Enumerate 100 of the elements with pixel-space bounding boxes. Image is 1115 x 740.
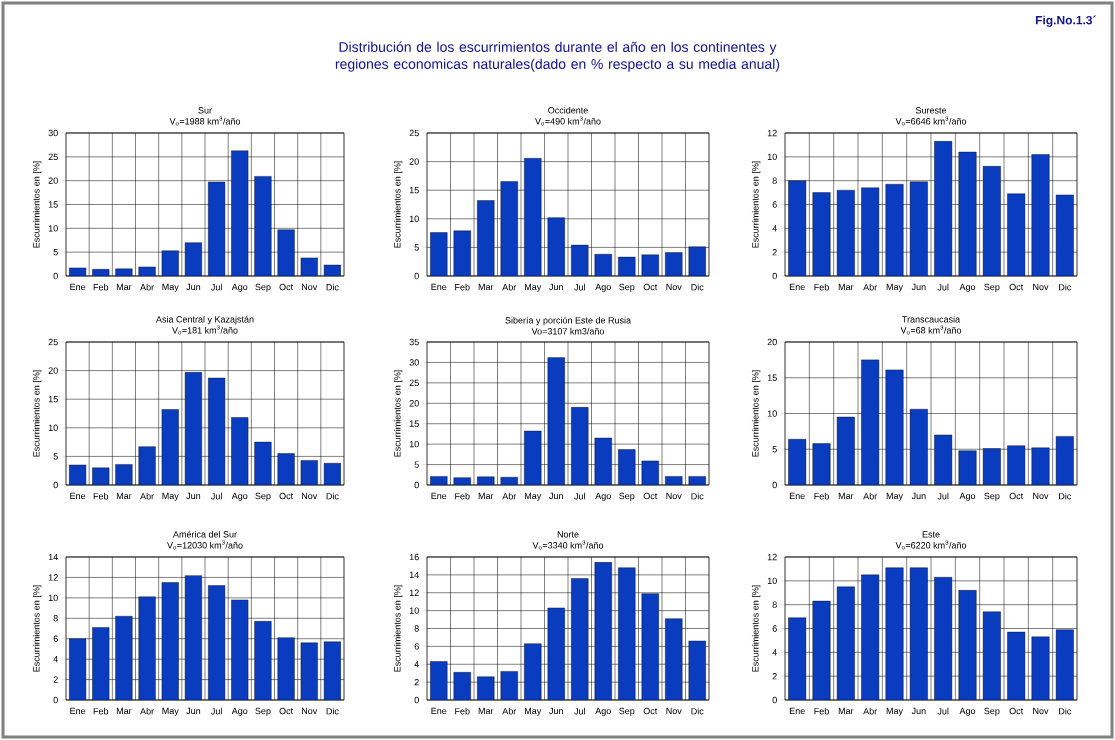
y-tick-label: 0	[53, 272, 58, 280]
x-tick-label: Ago	[959, 707, 976, 716]
x-tick-label: Jun	[186, 283, 201, 291]
x-tick-label: May	[524, 283, 542, 292]
chart-subtitle: V$_{o}$=68 km$^{3}$/año	[900, 325, 962, 335]
y-axis-title: Escurrimientos en [%]	[393, 585, 403, 672]
x-tick-label: Jul	[574, 707, 585, 715]
x-tick-label: Ene	[431, 707, 447, 715]
x-tick-label: Abr	[502, 492, 517, 500]
y-tick-label: 25	[48, 338, 58, 346]
y-tick-label: 8	[414, 625, 419, 632]
y-tick-label: 25	[48, 153, 58, 161]
y-tick-label: 14	[48, 553, 58, 561]
x-tick-label: Nov	[666, 707, 682, 715]
x-tick-label: Dic	[691, 283, 704, 291]
y-tick-label: 0	[53, 481, 58, 489]
x-tick-label: Dic	[326, 283, 339, 291]
y-tick-label: 25	[409, 379, 419, 387]
x-tick-label: Ago	[595, 283, 611, 292]
x-tick-label: Oct	[279, 492, 294, 500]
y-tick-label: 10	[767, 153, 777, 161]
y-axis-title: Escurrimientos en [%]	[32, 161, 42, 248]
bar	[571, 407, 589, 485]
y-tick-label: 20	[409, 400, 419, 407]
x-tick-label: Feb	[93, 492, 109, 500]
x-tick-label: Ago	[231, 283, 248, 292]
x-tick-label: Ene	[431, 492, 447, 500]
x-tick-label: Jun	[911, 283, 926, 291]
x-tick-label: Sep	[984, 283, 1000, 292]
x-tick-label: Sep	[255, 707, 271, 716]
y-tick-label: 10	[48, 594, 58, 602]
x-tick-label: Dic	[326, 492, 339, 500]
chart-subtitle: V$_{o}$=490 km$^{3}$/año	[535, 116, 601, 126]
y-tick-label: 15	[767, 374, 777, 381]
x-tick-label: Ene	[431, 283, 447, 291]
x-tick-label: Abr	[863, 492, 878, 500]
x-tick-label: May	[886, 283, 903, 292]
y-tick-label: 0	[772, 696, 777, 704]
x-tick-label: Ago	[231, 707, 248, 716]
y-tick-label: 20	[48, 367, 58, 374]
x-tick-label: Abr	[140, 707, 154, 715]
x-tick-label: Abr	[140, 283, 154, 291]
x-tick-label: Ago	[959, 492, 976, 501]
y-tick-label: 6	[772, 625, 777, 632]
x-tick-label: Mar	[838, 707, 854, 715]
x-tick-label: Mar	[116, 707, 132, 715]
y-tick-label: 5	[414, 244, 419, 251]
text: Distribución de los escurrimientos durante el año en los continentes y regiones economicas naturales(dado en % respecto a su media anual)	[335, 41, 780, 72]
text: Fig.No.1.3´	[1035, 15, 1096, 27]
chart-title: Sur	[198, 107, 212, 114]
x-tick-label: Oct	[1009, 283, 1024, 291]
x-tick-label: Dic	[1059, 492, 1072, 500]
x-tick-label: Ene	[789, 707, 805, 715]
y-tick-label: 2	[772, 249, 777, 256]
y-tick-label: 15	[409, 187, 419, 194]
bar	[618, 449, 636, 485]
y-tick-label: 12	[767, 129, 777, 137]
x-tick-label: May	[524, 492, 542, 501]
chart-title: Asia Central y Kazajstán	[156, 315, 254, 325]
x-tick-label: Feb	[814, 707, 829, 715]
x-tick-label: Sep	[255, 492, 271, 501]
x-tick-label: Mar	[478, 707, 494, 715]
x-tick-label: Jun	[186, 707, 201, 715]
x-tick-label: Ene	[70, 492, 86, 500]
x-tick-label: Oct	[279, 707, 294, 715]
y-tick-label: 12	[48, 574, 58, 581]
x-tick-label: May	[162, 283, 179, 292]
x-tick-label: Abr	[502, 707, 517, 715]
y-tick-label: 8	[772, 177, 777, 184]
chart-title: Sibería y porción Este de Rusia	[505, 316, 632, 326]
y-tick-label: 20	[48, 177, 58, 184]
chart-title: América del Sur	[173, 530, 237, 538]
y-tick-label: 2	[414, 678, 419, 686]
x-tick-label: Ene	[789, 283, 805, 291]
x-tick-label: Jun	[911, 707, 926, 715]
chart-title: Occidente	[548, 106, 588, 114]
y-tick-label: 10	[767, 410, 777, 417]
x-tick-label: Feb	[93, 283, 109, 291]
y-tick-label: 6	[414, 643, 419, 650]
x-tick-label: Feb	[455, 492, 470, 500]
x-tick-label: May	[886, 492, 903, 501]
x-tick-label: Dic	[691, 492, 704, 500]
y-tick-label: 15	[409, 420, 419, 427]
y-axis-title: Escurrimientos en [%]	[751, 161, 761, 248]
bar	[524, 430, 542, 485]
y-tick-label: 20	[409, 158, 419, 165]
x-tick-label: Sep	[619, 707, 635, 716]
y-tick-label: 14	[409, 571, 419, 578]
x-tick-label: Dic	[1059, 283, 1072, 291]
y-tick-label: 0	[414, 481, 419, 489]
x-tick-label: Oct	[643, 707, 658, 715]
x-tick-label: Sep	[619, 283, 635, 292]
y-tick-label: 20	[767, 338, 777, 346]
y-tick-label: 4	[53, 656, 58, 663]
y-tick-label: 2	[53, 676, 58, 683]
x-tick-label: Sep	[984, 707, 1000, 716]
y-tick-label: 35	[409, 338, 419, 346]
x-tick-label: Mar	[838, 283, 854, 291]
x-tick-label: Mar	[116, 283, 132, 291]
x-tick-label: Ago	[959, 283, 976, 292]
